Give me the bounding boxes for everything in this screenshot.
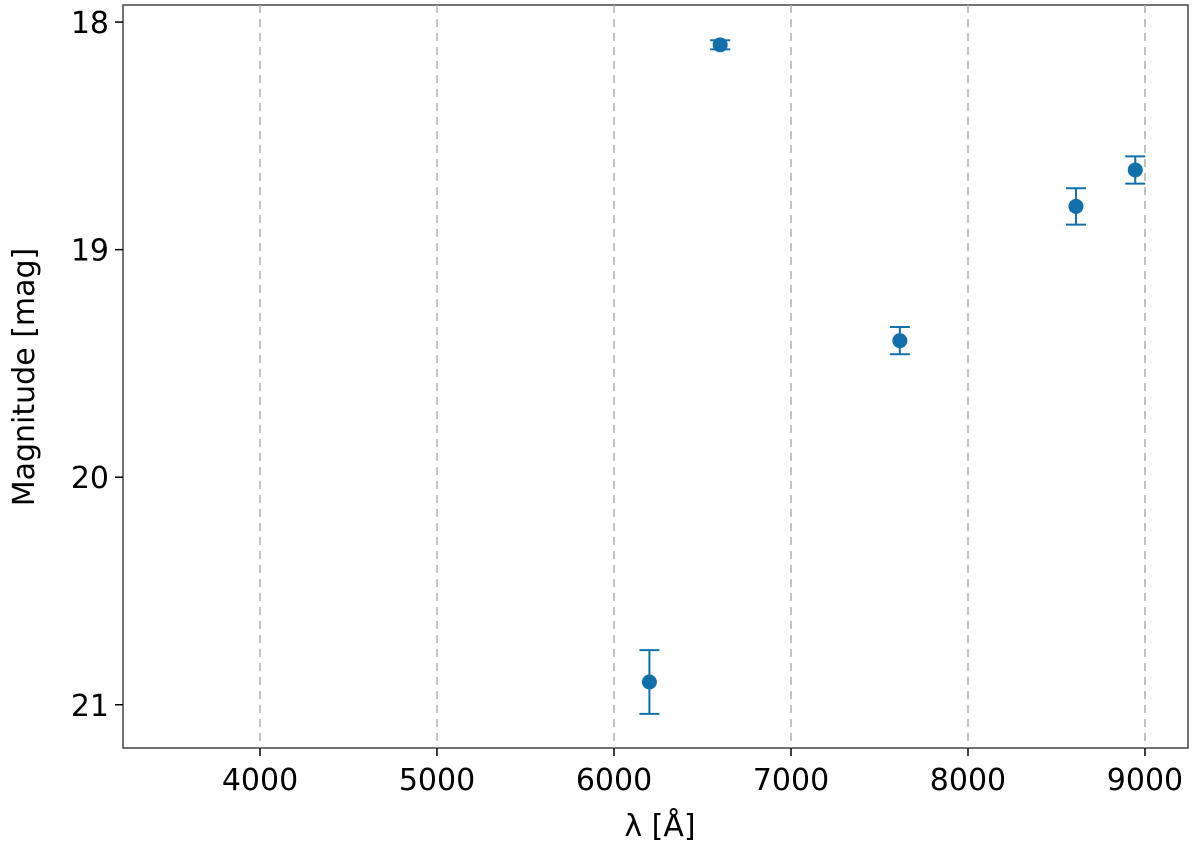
y-tick-label: 18 bbox=[71, 6, 109, 41]
x-tick-label: 6000 bbox=[576, 763, 652, 798]
x-tick-label: 9000 bbox=[1107, 763, 1183, 798]
plot-area bbox=[122, 4, 1189, 749]
data-point bbox=[712, 37, 728, 53]
x-tick-label: 7000 bbox=[753, 763, 829, 798]
y-tick-label: 20 bbox=[71, 461, 109, 496]
x-tick-label: 4000 bbox=[222, 763, 298, 798]
x-tick-label: 8000 bbox=[930, 763, 1006, 798]
data-point bbox=[641, 674, 657, 690]
data-point bbox=[892, 333, 908, 349]
data-point bbox=[1127, 162, 1143, 178]
y-tick-label: 19 bbox=[71, 234, 109, 269]
x-axis-label: λ [Å] bbox=[624, 808, 695, 844]
y-axis-label: Magnitude [mag] bbox=[7, 248, 42, 507]
x-tick-label: 5000 bbox=[399, 763, 475, 798]
y-tick-label: 21 bbox=[71, 689, 109, 724]
data-point bbox=[1068, 198, 1084, 214]
